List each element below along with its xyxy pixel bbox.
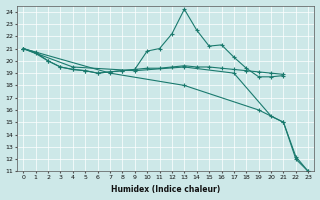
X-axis label: Humidex (Indice chaleur): Humidex (Indice chaleur)	[111, 185, 220, 194]
